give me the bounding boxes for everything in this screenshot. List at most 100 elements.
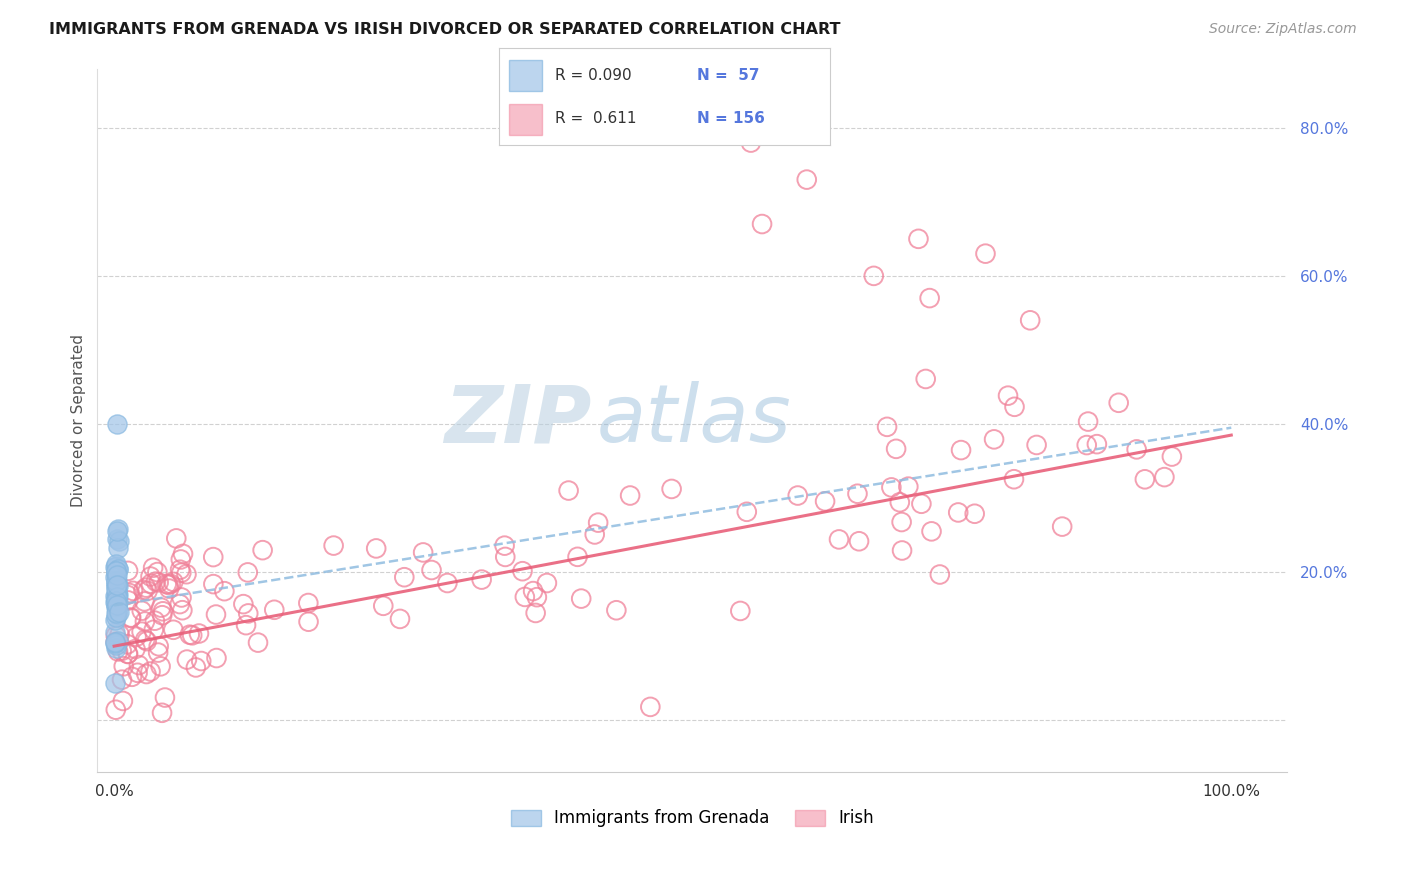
Point [890, 515, 912, 529]
Point [108, 605, 131, 619]
Point [107, 562, 129, 576]
Point [118, 586, 141, 600]
Point [157, 578, 180, 592]
Point [150, 608, 173, 623]
Point [104, 624, 127, 639]
Point [1077, 415, 1099, 429]
Point [139, 665, 162, 679]
Text: Source: ZipAtlas.com: Source: ZipAtlas.com [1209, 22, 1357, 37]
Point [105, 589, 128, 603]
Point [107, 532, 129, 546]
Point [436, 576, 458, 591]
Point [132, 583, 155, 598]
Point [928, 567, 950, 582]
Point [105, 638, 128, 652]
Point [127, 665, 149, 680]
Text: N = 156: N = 156 [697, 111, 765, 126]
Point [105, 641, 128, 656]
Point [963, 507, 986, 521]
Text: R =  0.611: R = 0.611 [555, 111, 637, 126]
Point [107, 588, 129, 602]
Point [661, 482, 683, 496]
Point [252, 543, 274, 558]
Y-axis label: Divorced or Separated: Divorced or Separated [72, 334, 86, 507]
Point [162, 623, 184, 637]
Point [105, 558, 128, 573]
Point [156, 577, 179, 591]
Point [107, 644, 129, 658]
Point [117, 588, 139, 602]
Point [104, 580, 127, 594]
Point [876, 420, 898, 434]
Point [322, 539, 344, 553]
Point [165, 532, 187, 546]
Point [735, 505, 758, 519]
Point [1076, 438, 1098, 452]
Point [884, 442, 907, 456]
Point [105, 606, 128, 620]
Point [214, 584, 236, 599]
Point [136, 583, 159, 598]
Point [105, 417, 128, 431]
Point [105, 593, 128, 607]
Point [494, 549, 516, 564]
Point [105, 604, 128, 618]
Point [108, 534, 131, 549]
Point [862, 268, 884, 283]
Point [586, 516, 609, 530]
Point [107, 577, 129, 591]
Point [162, 574, 184, 589]
Point [420, 563, 443, 577]
Point [112, 659, 135, 673]
Point [145, 574, 167, 589]
Point [142, 560, 165, 574]
Point [232, 597, 254, 611]
Point [848, 534, 870, 549]
Point [105, 524, 128, 538]
Point [139, 576, 162, 591]
Point [104, 560, 127, 574]
Point [1133, 472, 1156, 486]
Point [104, 589, 127, 603]
Point [117, 593, 139, 607]
Point [152, 604, 174, 618]
Point [522, 584, 544, 599]
Point [105, 590, 128, 604]
Point [104, 599, 127, 613]
Point [148, 575, 170, 590]
Point [134, 594, 156, 608]
Text: R = 0.090: R = 0.090 [555, 68, 631, 83]
Point [135, 634, 157, 648]
Point [131, 604, 153, 618]
Point [105, 599, 128, 613]
Point [828, 533, 851, 547]
Point [105, 574, 128, 588]
Point [974, 246, 997, 260]
Point [205, 651, 228, 665]
Point [107, 522, 129, 536]
Point [1004, 400, 1026, 414]
Point [366, 541, 388, 556]
Point [880, 480, 903, 494]
Point [108, 627, 131, 641]
Point [128, 658, 150, 673]
Point [950, 443, 973, 458]
Point [104, 634, 127, 648]
Point [104, 557, 127, 571]
Point [104, 570, 127, 584]
Point [190, 654, 212, 668]
Point [105, 587, 128, 601]
Point [105, 591, 128, 606]
Text: N =  57: N = 57 [697, 68, 759, 83]
Point [117, 647, 139, 661]
Point [104, 582, 127, 597]
Point [117, 647, 139, 661]
Point [105, 577, 128, 591]
Point [111, 673, 134, 687]
Point [948, 505, 970, 519]
Point [907, 232, 929, 246]
Point [751, 217, 773, 231]
Point [111, 694, 134, 708]
Point [124, 642, 146, 657]
Point [105, 607, 128, 621]
